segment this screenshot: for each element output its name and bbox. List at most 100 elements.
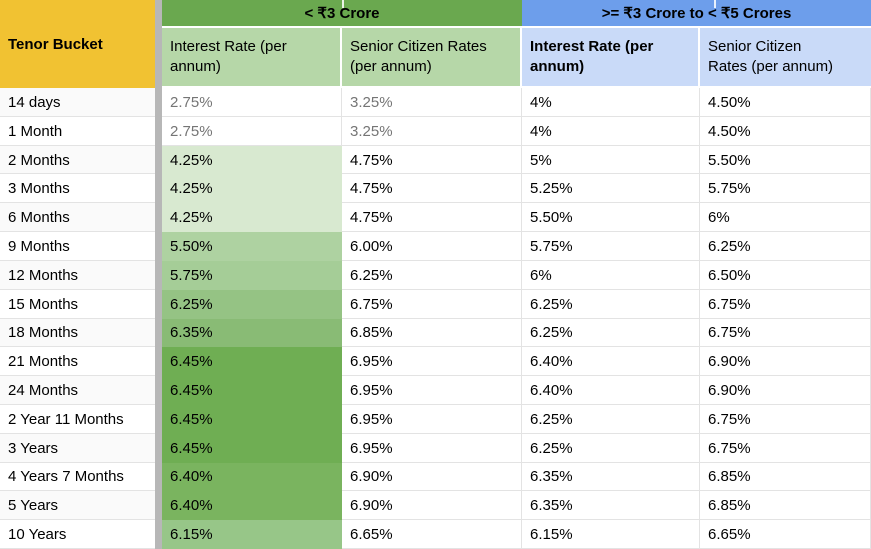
tenor-cell[interactable]: 24 Months bbox=[0, 376, 162, 405]
table-row: 9 Months 5.50% 6.00% 5.75% 6.25% bbox=[0, 232, 871, 261]
table-row: 1 Month 2.75% 3.25% 4% 4.50% bbox=[0, 116, 871, 146]
table-row: 5 Years 6.40% 6.90% 6.35% 6.85% bbox=[0, 491, 871, 521]
tenor-cell[interactable]: 12 Months bbox=[0, 260, 162, 290]
interest-rate-3-to-5cr-cell[interactable]: 4% bbox=[522, 88, 700, 117]
gridline-tick bbox=[714, 0, 716, 8]
interest-rate-under-3cr-cell[interactable]: 6.40% bbox=[162, 462, 342, 492]
senior-rate-under-3cr-cell[interactable]: 6.75% bbox=[342, 289, 522, 319]
tenor-cell[interactable]: 14 days bbox=[0, 88, 162, 117]
senior-rate-3-to-5cr-cell[interactable]: 6% bbox=[700, 203, 871, 233]
tenor-cell[interactable]: 9 Months bbox=[0, 232, 162, 261]
senior-rate-under-3cr-cell[interactable]: 4.75% bbox=[342, 174, 522, 204]
tenor-cell[interactable]: 15 Months bbox=[0, 289, 162, 319]
tenor-cell[interactable]: 18 Months bbox=[0, 318, 162, 348]
table-row: 24 Months 6.45% 6.95% 6.40% 6.90% bbox=[0, 376, 871, 405]
tenor-cell[interactable]: 3 Years bbox=[0, 433, 162, 463]
interest-rate-under-3cr-cell[interactable]: 6.45% bbox=[162, 376, 342, 405]
interest-rate-under-3cr-cell[interactable]: 6.45% bbox=[162, 404, 342, 434]
interest-rate-under-3cr-cell[interactable]: 6.25% bbox=[162, 289, 342, 319]
interest-rate-under-3cr-cell[interactable]: 6.45% bbox=[162, 433, 342, 463]
interest-rate-3-to-5cr-cell[interactable]: 6.40% bbox=[522, 376, 700, 405]
tenor-cell[interactable]: 1 Month bbox=[0, 116, 162, 146]
senior-rate-3-to-5cr-cell[interactable]: 5.50% bbox=[700, 145, 871, 175]
senior-rate-under-3cr-cell[interactable]: 6.95% bbox=[342, 404, 522, 434]
table-row: 4 Years 7 Months 6.40% 6.90% 6.35% 6.85% bbox=[0, 462, 871, 492]
senior-rate-3-to-5cr-cell[interactable]: 6.75% bbox=[700, 404, 871, 434]
interest-rate-3-to-5cr-cell[interactable]: 5.75% bbox=[522, 232, 700, 261]
senior-rate-under-3cr-cell[interactable]: 3.25% bbox=[342, 88, 522, 117]
subheader-senior-citizen-under-3cr[interactable]: Senior Citizen Rates (per annum) bbox=[342, 28, 522, 88]
senior-rate-under-3cr-cell[interactable]: 6.95% bbox=[342, 433, 522, 463]
tenor-cell[interactable]: 5 Years bbox=[0, 491, 162, 521]
interest-rate-3-to-5cr-cell[interactable]: 5.25% bbox=[522, 174, 700, 204]
senior-rate-under-3cr-cell[interactable]: 6.95% bbox=[342, 376, 522, 405]
tenor-cell[interactable]: 21 Months bbox=[0, 347, 162, 377]
group-header-3-to-5-crore[interactable]: >= ₹3 Crore to < ₹5 Crores bbox=[522, 0, 871, 28]
interest-rate-3-to-5cr-cell[interactable]: 6.25% bbox=[522, 404, 700, 434]
senior-rate-under-3cr-cell[interactable]: 6.00% bbox=[342, 232, 522, 261]
table-row: 10 Years 6.15% 6.65% 6.15% 6.65% bbox=[0, 520, 871, 549]
group-header-row: Tenor Bucket < ₹3 Crore >= ₹3 Crore to <… bbox=[0, 0, 871, 88]
senior-rate-under-3cr-cell[interactable]: 4.75% bbox=[342, 203, 522, 233]
senior-rate-under-3cr-cell[interactable]: 6.65% bbox=[342, 520, 522, 549]
interest-rate-3-to-5cr-cell[interactable]: 5.50% bbox=[522, 203, 700, 233]
interest-rate-under-3cr-cell[interactable]: 6.40% bbox=[162, 491, 342, 521]
interest-rate-3-to-5cr-cell[interactable]: 6.35% bbox=[522, 491, 700, 521]
interest-rate-3-to-5cr-cell[interactable]: 6.25% bbox=[522, 289, 700, 319]
interest-rate-under-3cr-cell[interactable]: 4.25% bbox=[162, 145, 342, 175]
interest-rate-under-3cr-cell[interactable]: 2.75% bbox=[162, 116, 342, 146]
sub-header-row: Interest Rate (per annum) Senior Citizen… bbox=[0, 28, 871, 88]
tenor-cell[interactable]: 2 Year 11 Months bbox=[0, 404, 162, 434]
interest-rate-under-3cr-cell[interactable]: 6.45% bbox=[162, 347, 342, 377]
subheader-interest-rate-3-to-5cr[interactable]: Interest Rate (per annum) bbox=[522, 28, 700, 88]
tenor-cell[interactable]: 10 Years bbox=[0, 520, 162, 549]
interest-rate-3-to-5cr-cell[interactable]: 6.25% bbox=[522, 318, 700, 348]
senior-rate-3-to-5cr-cell[interactable]: 6.65% bbox=[700, 520, 871, 549]
subheader-senior-citizen-3-to-5cr[interactable]: Senior Citizen Rates (per annum) bbox=[700, 28, 871, 88]
senior-rate-3-to-5cr-cell[interactable]: 6.85% bbox=[700, 462, 871, 492]
interest-rate-under-3cr-cell[interactable]: 2.75% bbox=[162, 88, 342, 117]
tenor-cell[interactable]: 6 Months bbox=[0, 203, 162, 233]
table-row: 21 Months 6.45% 6.95% 6.40% 6.90% bbox=[0, 347, 871, 377]
senior-rate-under-3cr-cell[interactable]: 6.90% bbox=[342, 491, 522, 521]
interest-rate-under-3cr-cell[interactable]: 6.35% bbox=[162, 318, 342, 348]
interest-rate-under-3cr-cell[interactable]: 4.25% bbox=[162, 174, 342, 204]
subheader-interest-rate-under-3cr[interactable]: Interest Rate (per annum) bbox=[162, 28, 342, 88]
senior-rate-under-3cr-cell[interactable]: 3.25% bbox=[342, 116, 522, 146]
interest-rate-3-to-5cr-cell[interactable]: 6.25% bbox=[522, 433, 700, 463]
senior-rate-3-to-5cr-cell[interactable]: 4.50% bbox=[700, 116, 871, 146]
interest-rate-under-3cr-cell[interactable]: 5.75% bbox=[162, 260, 342, 290]
interest-rate-under-3cr-cell[interactable]: 5.50% bbox=[162, 232, 342, 261]
interest-rate-3-to-5cr-cell[interactable]: 4% bbox=[522, 116, 700, 146]
interest-rate-3-to-5cr-cell[interactable]: 5% bbox=[522, 145, 700, 175]
interest-rate-3-to-5cr-cell[interactable]: 6.35% bbox=[522, 462, 700, 492]
senior-rate-under-3cr-cell[interactable]: 6.85% bbox=[342, 318, 522, 348]
interest-rate-3-to-5cr-cell[interactable]: 6.15% bbox=[522, 520, 700, 549]
senior-rate-under-3cr-cell[interactable]: 6.90% bbox=[342, 462, 522, 492]
senior-rate-3-to-5cr-cell[interactable]: 6.75% bbox=[700, 318, 871, 348]
tenor-bucket-header-cell[interactable]: Tenor Bucket bbox=[0, 0, 162, 88]
interest-rate-under-3cr-cell[interactable]: 4.25% bbox=[162, 203, 342, 233]
tenor-cell[interactable]: 4 Years 7 Months bbox=[0, 462, 162, 492]
table-row: 14 days 2.75% 3.25% 4% 4.50% bbox=[0, 88, 871, 117]
table-row: 18 Months 6.35% 6.85% 6.25% 6.75% bbox=[0, 318, 871, 348]
senior-rate-3-to-5cr-cell[interactable]: 6.25% bbox=[700, 232, 871, 261]
senior-rate-3-to-5cr-cell[interactable]: 6.90% bbox=[700, 376, 871, 405]
senior-rate-3-to-5cr-cell[interactable]: 6.90% bbox=[700, 347, 871, 377]
interest-rate-under-3cr-cell[interactable]: 6.15% bbox=[162, 520, 342, 549]
senior-rate-3-to-5cr-cell[interactable]: 5.75% bbox=[700, 174, 871, 204]
senior-rate-3-to-5cr-cell[interactable]: 6.75% bbox=[700, 433, 871, 463]
senior-rate-3-to-5cr-cell[interactable]: 6.50% bbox=[700, 260, 871, 290]
interest-rate-3-to-5cr-cell[interactable]: 6.40% bbox=[522, 347, 700, 377]
table-row: 3 Years 6.45% 6.95% 6.25% 6.75% bbox=[0, 433, 871, 463]
senior-rate-3-to-5cr-cell[interactable]: 6.85% bbox=[700, 491, 871, 521]
tenor-cell[interactable]: 3 Months bbox=[0, 174, 162, 204]
senior-rate-3-to-5cr-cell[interactable]: 6.75% bbox=[700, 289, 871, 319]
senior-rate-under-3cr-cell[interactable]: 4.75% bbox=[342, 145, 522, 175]
senior-rate-under-3cr-cell[interactable]: 6.25% bbox=[342, 260, 522, 290]
interest-rate-3-to-5cr-cell[interactable]: 6% bbox=[522, 260, 700, 290]
table-row: 2 Months 4.25% 4.75% 5% 5.50% bbox=[0, 145, 871, 175]
senior-rate-3-to-5cr-cell[interactable]: 4.50% bbox=[700, 88, 871, 117]
tenor-cell[interactable]: 2 Months bbox=[0, 145, 162, 175]
senior-rate-under-3cr-cell[interactable]: 6.95% bbox=[342, 347, 522, 377]
